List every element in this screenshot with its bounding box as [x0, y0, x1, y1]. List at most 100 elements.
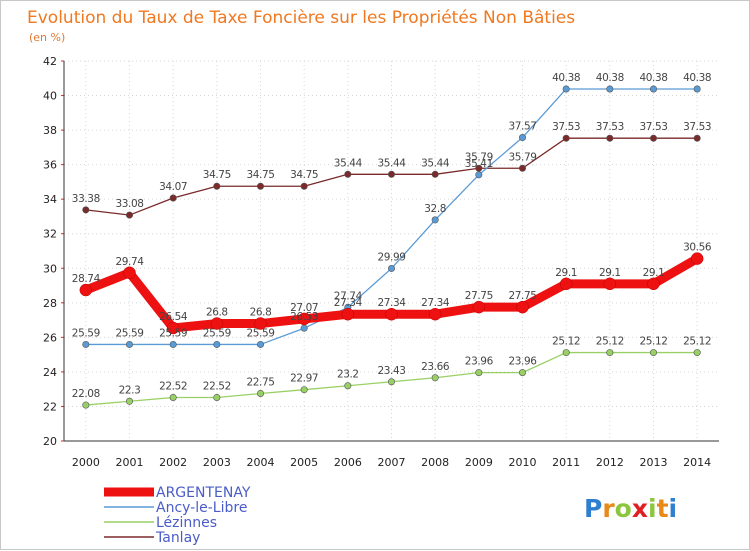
data-label: 30.56: [683, 242, 712, 254]
y-tick-label: 28: [43, 297, 57, 310]
data-label: 26.54: [159, 311, 188, 323]
data-label: 34.07: [159, 181, 187, 193]
data-label: 37.53: [552, 121, 580, 133]
data-point: [126, 211, 134, 219]
data-point: [387, 264, 395, 272]
x-tick-label: 2007: [378, 456, 406, 469]
x-tick-label: 2002: [159, 456, 187, 469]
data-label: 40.38: [552, 72, 580, 84]
data-label: 22.3: [119, 384, 141, 396]
data-point: [169, 340, 177, 348]
x-tick-label: 2008: [421, 456, 449, 469]
data-label: 27.34: [334, 297, 363, 309]
data-label: 29.99: [377, 251, 405, 263]
data-point: [300, 324, 308, 332]
data-labels-ancy-le-libre: 25.59 25.59 25.59 25.59 25.59 26.53 27.74 29.99…: [72, 72, 712, 339]
data-point: [431, 216, 439, 224]
data-label: 33.08: [115, 198, 143, 210]
data-label: 37.53: [596, 121, 624, 133]
data-label: 27.34: [421, 297, 450, 309]
data-label: 27.34: [377, 297, 406, 309]
data-point: [387, 378, 395, 386]
data-point: [475, 369, 483, 377]
data-label: 40.38: [683, 72, 711, 84]
data-labels-tanlay: 33.38 33.08 34.07 34.75 34.75 34.75 35.44 35.44…: [72, 121, 712, 210]
data-point: [123, 266, 136, 280]
data-label: 23.2: [337, 369, 359, 381]
chart-subtitle: (en %): [29, 31, 65, 44]
data-point: [341, 307, 355, 321]
x-tick-label: 2006: [334, 456, 362, 469]
data-label: 25.59: [159, 327, 187, 339]
x-tick-label: 2014: [683, 456, 711, 469]
logo-letter: t: [657, 494, 669, 523]
data-point: [693, 85, 701, 93]
data-label: 28.74: [72, 273, 101, 285]
data-label: 37.53: [639, 121, 667, 133]
data-label: 23.66: [421, 361, 450, 373]
data-point: [82, 340, 90, 348]
data-label: 26.8: [250, 307, 272, 319]
data-point: [559, 277, 573, 291]
data-point: [126, 340, 134, 348]
data-point: [344, 170, 352, 178]
data-label: 26.53: [290, 311, 318, 323]
data-label: 25.12: [596, 336, 624, 348]
data-point: [126, 397, 134, 405]
data-label: 27.74: [334, 290, 363, 302]
data-point: [649, 349, 657, 357]
data-label: 23.43: [377, 365, 405, 377]
x-tick-label: 2009: [465, 456, 493, 469]
data-point: [82, 401, 90, 409]
data-point: [169, 194, 177, 202]
data-label: 22.52: [159, 380, 187, 392]
series-tanlay: [82, 134, 701, 219]
logo-letter: i: [669, 494, 678, 523]
y-tick-label: 36: [43, 159, 57, 172]
data-point: [79, 283, 93, 297]
data-point: [428, 307, 442, 321]
data-point: [693, 134, 701, 142]
legend-label: Tanlay: [155, 530, 200, 546]
x-tick-label: 2004: [247, 456, 275, 469]
data-point: [256, 389, 264, 397]
x-tick-label: 2000: [72, 456, 100, 469]
logo-letter: P: [584, 494, 602, 523]
logo-letter: x: [632, 494, 648, 523]
data-label: 40.38: [596, 72, 624, 84]
data-point: [166, 321, 180, 335]
data-point: [693, 349, 701, 357]
data-label: 32.8: [424, 203, 446, 215]
data-point: [562, 349, 570, 357]
x-tick-label: 2001: [116, 456, 144, 469]
y-tick-label: 40: [43, 90, 57, 103]
data-point: [647, 277, 660, 291]
data-label: 29.1: [643, 267, 665, 279]
data-point: [344, 382, 352, 390]
y-tick-label: 22: [43, 400, 57, 413]
data-label: 27.75: [465, 290, 493, 302]
chart-title: Evolution du Taux de Taxe Foncière sur l…: [27, 8, 575, 28]
data-point: [606, 85, 614, 93]
data-label: 27.07: [290, 302, 318, 314]
series-argentenay: [79, 252, 704, 335]
series-l-zinnes: [82, 349, 701, 409]
data-point: [385, 307, 398, 321]
data-label: 23.96: [508, 356, 537, 368]
data-point: [82, 206, 90, 214]
x-tick-label: 2013: [640, 456, 668, 469]
axes: 20 22 24 26 28 30 32 34 36 38 40 42 2000 2001 2002 2003…: [43, 55, 719, 469]
x-tick-label: 2012: [596, 456, 624, 469]
data-point: [254, 317, 267, 330]
data-label: 25.59: [72, 327, 100, 339]
data-point: [562, 134, 570, 142]
y-tick-label: 32: [43, 228, 57, 241]
y-tick-label: 34: [43, 193, 57, 206]
data-label: 25.59: [203, 327, 231, 339]
x-tick-label: 2010: [509, 456, 537, 469]
data-label: 29.1: [599, 267, 621, 279]
data-label: 37.53: [683, 121, 711, 133]
data-label: 25.12: [683, 336, 711, 348]
data-point: [518, 164, 526, 172]
